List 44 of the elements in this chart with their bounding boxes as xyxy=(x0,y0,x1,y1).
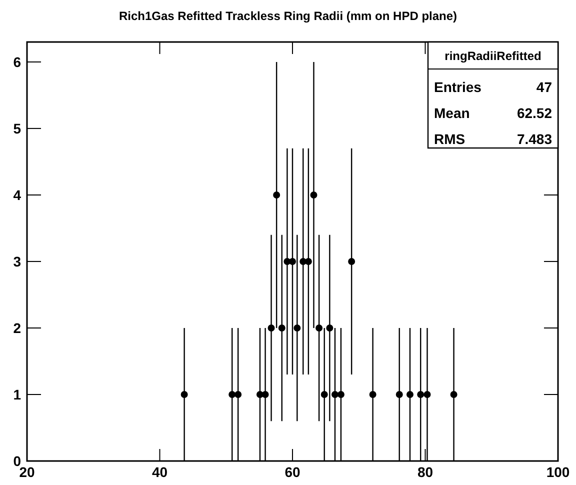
point xyxy=(424,390,431,398)
point xyxy=(326,324,334,332)
annotation: Entries xyxy=(434,79,482,95)
point xyxy=(310,191,318,198)
point xyxy=(396,390,403,398)
point xyxy=(180,390,188,398)
chart-title: Rich1Gas Refitted Trackless Ring Radii (mm on HPD plane) xyxy=(118,9,458,23)
y-tick-label: 1 xyxy=(13,386,22,402)
point xyxy=(337,390,344,398)
point xyxy=(406,390,414,398)
point xyxy=(304,258,312,265)
point xyxy=(256,390,264,398)
point xyxy=(268,324,275,332)
y-tick-label: 3 xyxy=(13,253,22,270)
x-tick-label: 20 xyxy=(19,464,35,480)
annotation: ringRadiiRefitted xyxy=(444,49,542,63)
point xyxy=(289,258,296,265)
annotation: 62.52 xyxy=(516,105,552,121)
y-tick-label: 0 xyxy=(13,453,22,469)
point xyxy=(331,390,338,398)
point xyxy=(234,390,242,398)
annotation: RMS xyxy=(434,131,466,147)
annotation: Mean xyxy=(434,105,470,121)
point xyxy=(348,258,356,265)
x-tick-label: 60 xyxy=(284,464,300,480)
point xyxy=(273,191,280,198)
annotation: 47 xyxy=(536,79,552,95)
point xyxy=(294,324,301,332)
x-tick-label: 100 xyxy=(546,464,570,480)
point xyxy=(369,390,376,398)
point xyxy=(278,324,286,332)
x-tick-label: 80 xyxy=(417,464,434,480)
point xyxy=(450,390,458,398)
x-tick-label: 40 xyxy=(152,464,168,480)
y-tick-label: 2 xyxy=(13,320,22,336)
point xyxy=(320,390,328,398)
point xyxy=(262,390,269,398)
annotation: 7.483 xyxy=(516,131,552,147)
y-tick-label: 6 xyxy=(13,54,22,70)
point xyxy=(316,324,323,332)
y-tick-label: 4 xyxy=(13,186,22,203)
point xyxy=(228,390,236,398)
y-tick-label: 5 xyxy=(13,120,22,136)
point xyxy=(417,390,424,398)
